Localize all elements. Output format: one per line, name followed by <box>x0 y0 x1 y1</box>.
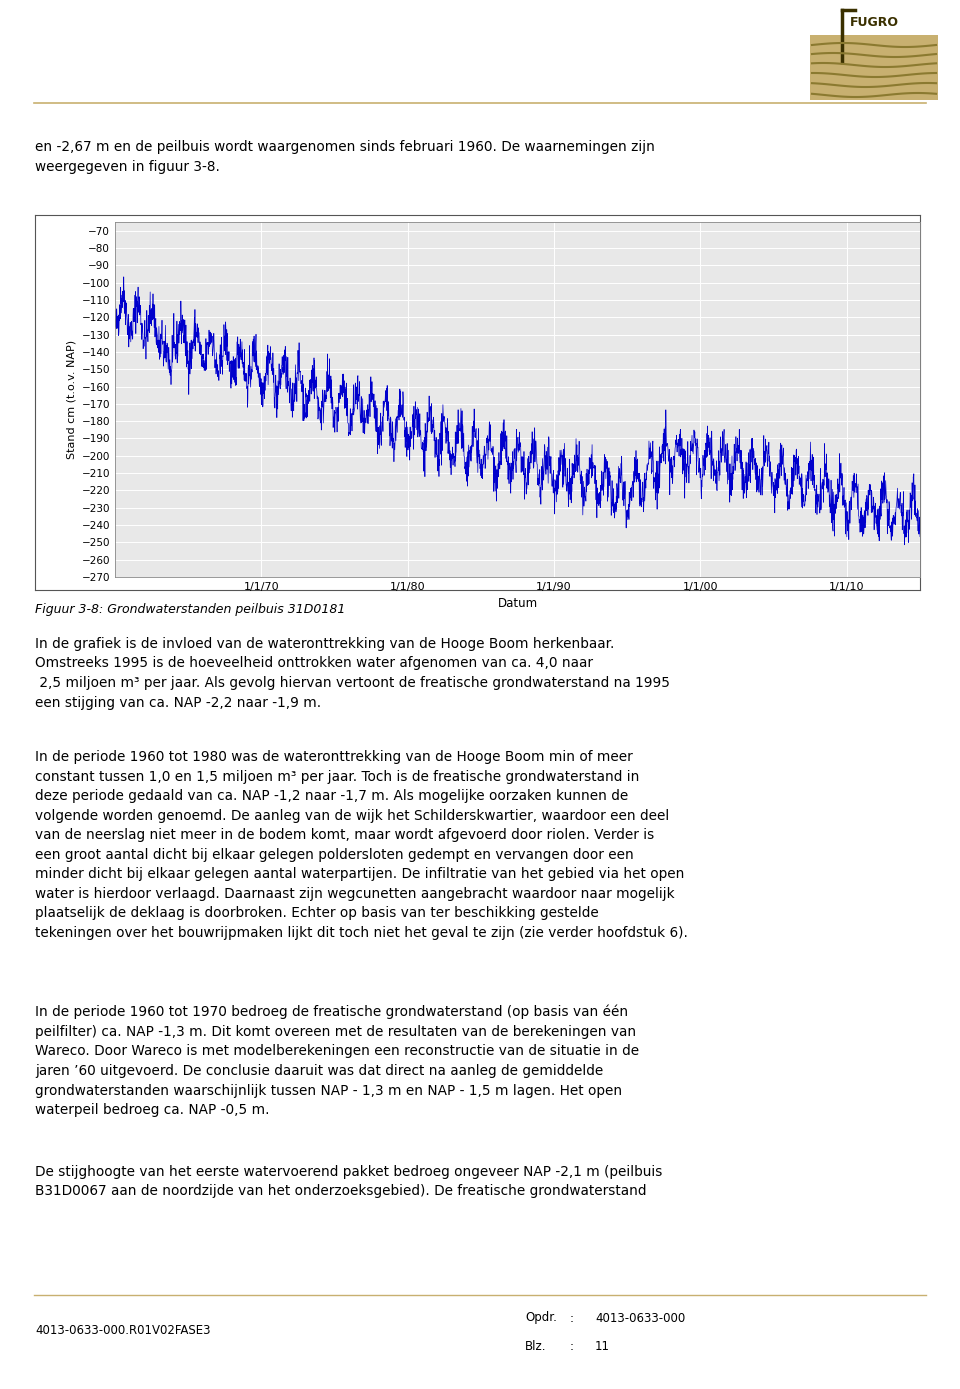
Text: 11: 11 <box>595 1339 610 1353</box>
Text: Figuur 3-8: Grondwaterstanden peilbuis 31D0181: Figuur 3-8: Grondwaterstanden peilbuis 3… <box>35 603 346 615</box>
Text: :: : <box>570 1311 574 1325</box>
Text: Opdr.: Opdr. <box>525 1311 557 1325</box>
Text: FUGRO: FUGRO <box>850 15 899 29</box>
Text: In de grafiek is de invloed van de wateronttrekking van de Hooge Boom herkenbaar: In de grafiek is de invloed van de water… <box>35 638 670 710</box>
Y-axis label: Stand cm (t.o.v. NAP): Stand cm (t.o.v. NAP) <box>66 340 76 458</box>
X-axis label: Datum: Datum <box>497 597 538 610</box>
Text: Blz.: Blz. <box>525 1339 546 1353</box>
Text: De stijghoogte van het eerste watervoerend pakket bedroeg ongeveer NAP -2,1 m (p: De stijghoogte van het eerste watervoere… <box>35 1165 662 1199</box>
Bar <box>810 35 938 100</box>
Text: 4013-0633-000.R01V02FASE3: 4013-0633-000.R01V02FASE3 <box>35 1324 210 1336</box>
Text: :: : <box>570 1339 574 1353</box>
Text: en -2,67 m en de peilbuis wordt waargenomen sinds februari 1960. De waarnemingen: en -2,67 m en de peilbuis wordt waargeno… <box>35 140 655 174</box>
Text: 4013-0633-000: 4013-0633-000 <box>595 1311 685 1325</box>
Text: In de periode 1960 tot 1970 bedroeg de freatische grondwaterstand (op basis van : In de periode 1960 tot 1970 bedroeg de f… <box>35 1006 639 1117</box>
Text: In de periode 1960 tot 1980 was de wateronttrekking van de Hooge Boom min of mee: In de periode 1960 tot 1980 was de water… <box>35 750 688 939</box>
